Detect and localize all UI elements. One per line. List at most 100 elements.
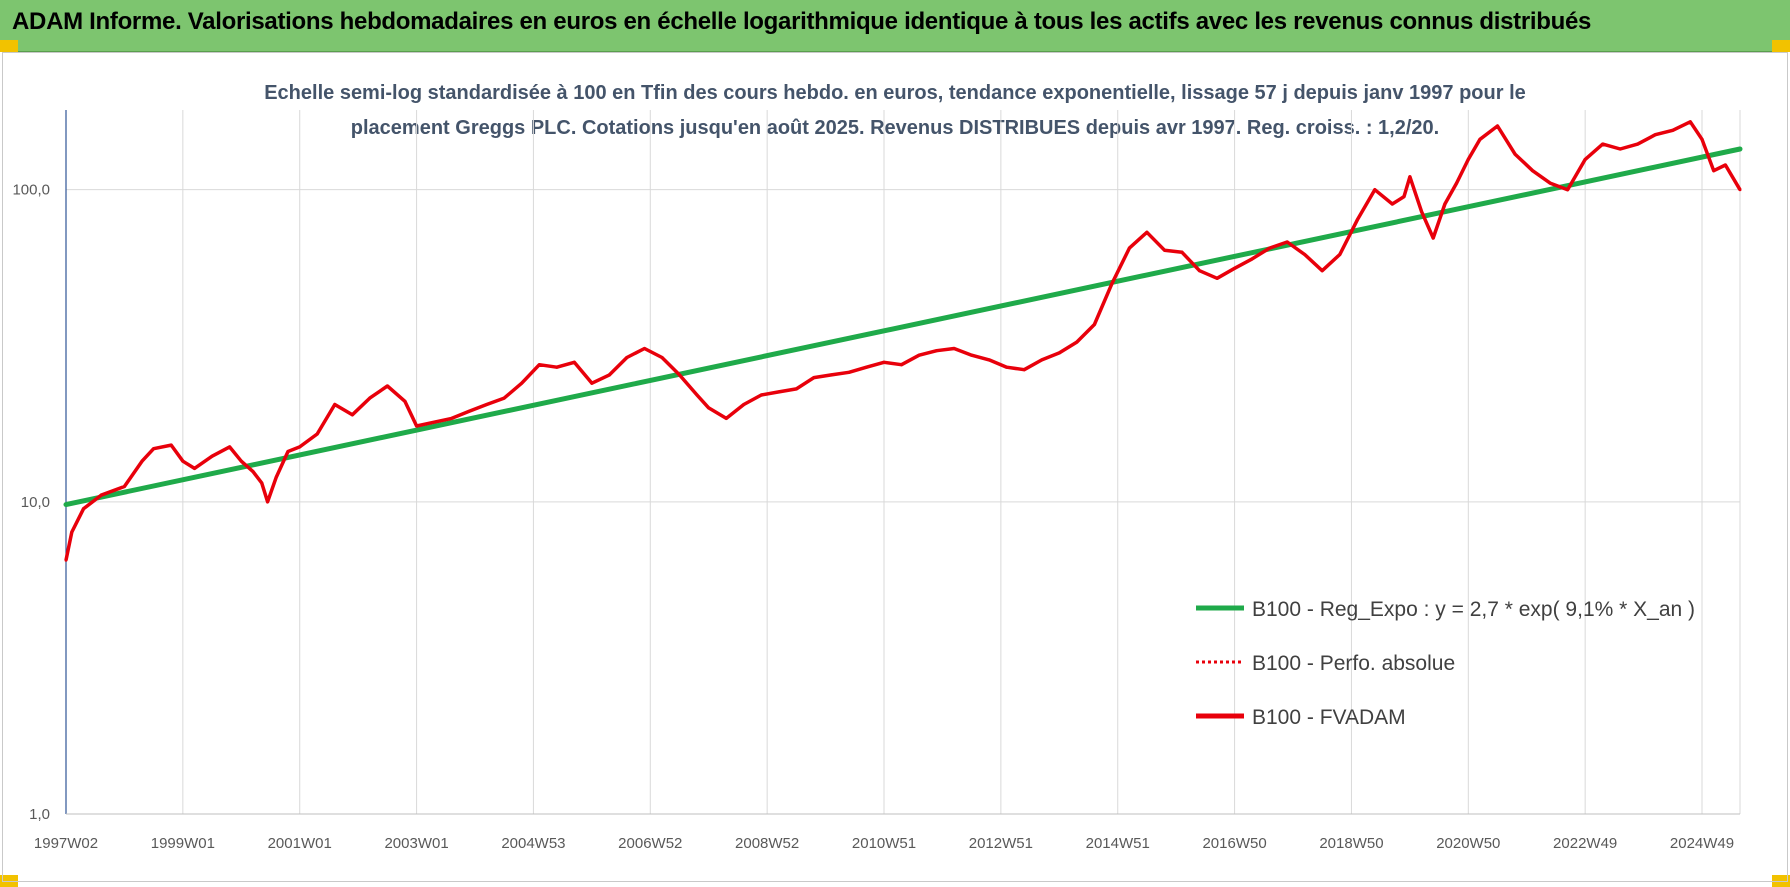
fvadam-point (1420, 210, 1424, 214)
chart-frame (2, 52, 1788, 882)
legend-label: B100 - Reg_Expo : y = 2,7 * exp( 9,1% * … (1252, 598, 1695, 621)
corner-marker-top-right (1772, 40, 1790, 52)
fvadam-point (1215, 276, 1219, 280)
fvadam-point (1478, 137, 1482, 141)
fvadam-point (643, 347, 646, 350)
fvadam-point (1548, 181, 1552, 185)
legend: B100 - Reg_Expo : y = 2,7 * exp( 9,1% * … (1196, 598, 1695, 729)
fvadam-point (315, 432, 319, 436)
legend-label: B100 - Perfo. absolue (1252, 652, 1455, 675)
fvadam-point (1688, 120, 1692, 124)
fvadam-point (193, 466, 196, 470)
fvadam-point (467, 409, 471, 413)
fvadam-point (520, 381, 524, 385)
fvadam-point (1566, 188, 1570, 192)
fvadam-point (917, 353, 921, 357)
fvadam-point (1466, 157, 1470, 161)
fvadam-point (70, 530, 74, 534)
fvadam-point (865, 365, 868, 369)
chart-title-line-2: placement Greggs PLC. Cotations jusqu'en… (350, 117, 1440, 139)
fvadam-point (1408, 175, 1412, 179)
fvadam-point (724, 416, 728, 420)
chart-title: Echelle semi-log standardisée à 100 en T… (190, 76, 1600, 146)
fvadam-point (777, 390, 781, 394)
fvadam-point (847, 370, 851, 374)
fvadam-point (1057, 351, 1061, 355)
x-tick-label: 2001W01 (268, 835, 332, 852)
fvadam-point (970, 353, 974, 357)
fvadam-point (1180, 250, 1184, 254)
fvadam-point (1653, 133, 1657, 137)
fvadam-point (169, 443, 173, 447)
trend-line (63, 146, 1743, 508)
fvadam-point (695, 393, 699, 397)
fvadam-point (1443, 202, 1447, 206)
fvadam-point (1531, 169, 1535, 173)
fvadam-point (266, 500, 270, 504)
fvadam-point (251, 470, 255, 474)
fvadam-point (1338, 253, 1342, 256)
fvadam-point (1402, 195, 1406, 199)
fvadam-point (1671, 128, 1675, 132)
fvadam-point (1618, 147, 1622, 151)
fvadam-point (286, 450, 290, 453)
title-banner: ADAM Informe. Valorisations hebdomadaire… (0, 0, 1790, 52)
fvadam-point (64, 558, 68, 562)
chart-title-line-1: Echelle semi-log standardisée à 100 en T… (264, 82, 1526, 104)
fvadam-point (1601, 142, 1605, 146)
y-tick-label: 10,0 (21, 494, 50, 511)
fvadam-point (228, 445, 232, 449)
fvadam-point (450, 416, 454, 420)
fvadam-point (935, 349, 939, 353)
fvadam-point (1431, 236, 1435, 240)
x-tick-label: 2008W52 (735, 835, 799, 852)
x-tick-label: 2012W51 (969, 835, 1033, 852)
fvadam-point (759, 393, 763, 397)
fvadam-point (99, 493, 103, 497)
fvadam-point (1092, 323, 1096, 326)
fvadam-point (82, 507, 85, 511)
fvadam-point (1110, 282, 1114, 286)
fvadam-point (1303, 253, 1307, 256)
corner-marker-top-left (0, 40, 18, 52)
fvadam-point (590, 381, 594, 385)
fvadam-point (1268, 246, 1272, 250)
fvadam-point (987, 358, 991, 362)
fvadam-point (502, 396, 506, 400)
grid-lines (65, 110, 1741, 815)
fvadam-point (1005, 365, 1009, 369)
x-tick-label: 2014W51 (1086, 835, 1150, 852)
fvadam-point (1700, 137, 1704, 141)
fvadam-point (660, 356, 664, 359)
fvadam-point (1738, 188, 1742, 192)
fvadam-point (1250, 257, 1254, 261)
fvadam-point (882, 360, 886, 364)
fvadam-point (1390, 202, 1394, 206)
x-tick-label: 2004W53 (501, 835, 565, 852)
fvadam-point (794, 387, 798, 391)
fvadam-point (1723, 163, 1727, 167)
fvadam-point (1040, 358, 1044, 362)
fvadam-point (140, 459, 144, 463)
fvadam-point (1496, 124, 1499, 128)
fvadam-point (432, 420, 436, 424)
fvadam-point (812, 376, 816, 380)
fvadam-point (625, 356, 629, 359)
fvadam-point (1513, 152, 1517, 156)
series-lines (63, 120, 1743, 562)
fvadam-point (829, 373, 833, 377)
fvadam-point (239, 459, 243, 463)
fvadam-point (122, 485, 126, 488)
fvadam-point (678, 373, 681, 377)
x-tick-label: 2020W50 (1436, 835, 1500, 852)
x-tick-label: 2010W51 (852, 835, 916, 852)
fvadam-point (1022, 368, 1026, 372)
fvadam-point (1075, 340, 1079, 344)
fvadam-point (1285, 240, 1289, 244)
x-tick-label: 2022W49 (1553, 835, 1617, 852)
x-tick-label: 2006W52 (618, 835, 682, 852)
y-axis-ticks: 1,0 10,0 100,0 (12, 182, 50, 823)
fvadam-point (1355, 218, 1359, 222)
fvadam-point (1636, 142, 1640, 146)
